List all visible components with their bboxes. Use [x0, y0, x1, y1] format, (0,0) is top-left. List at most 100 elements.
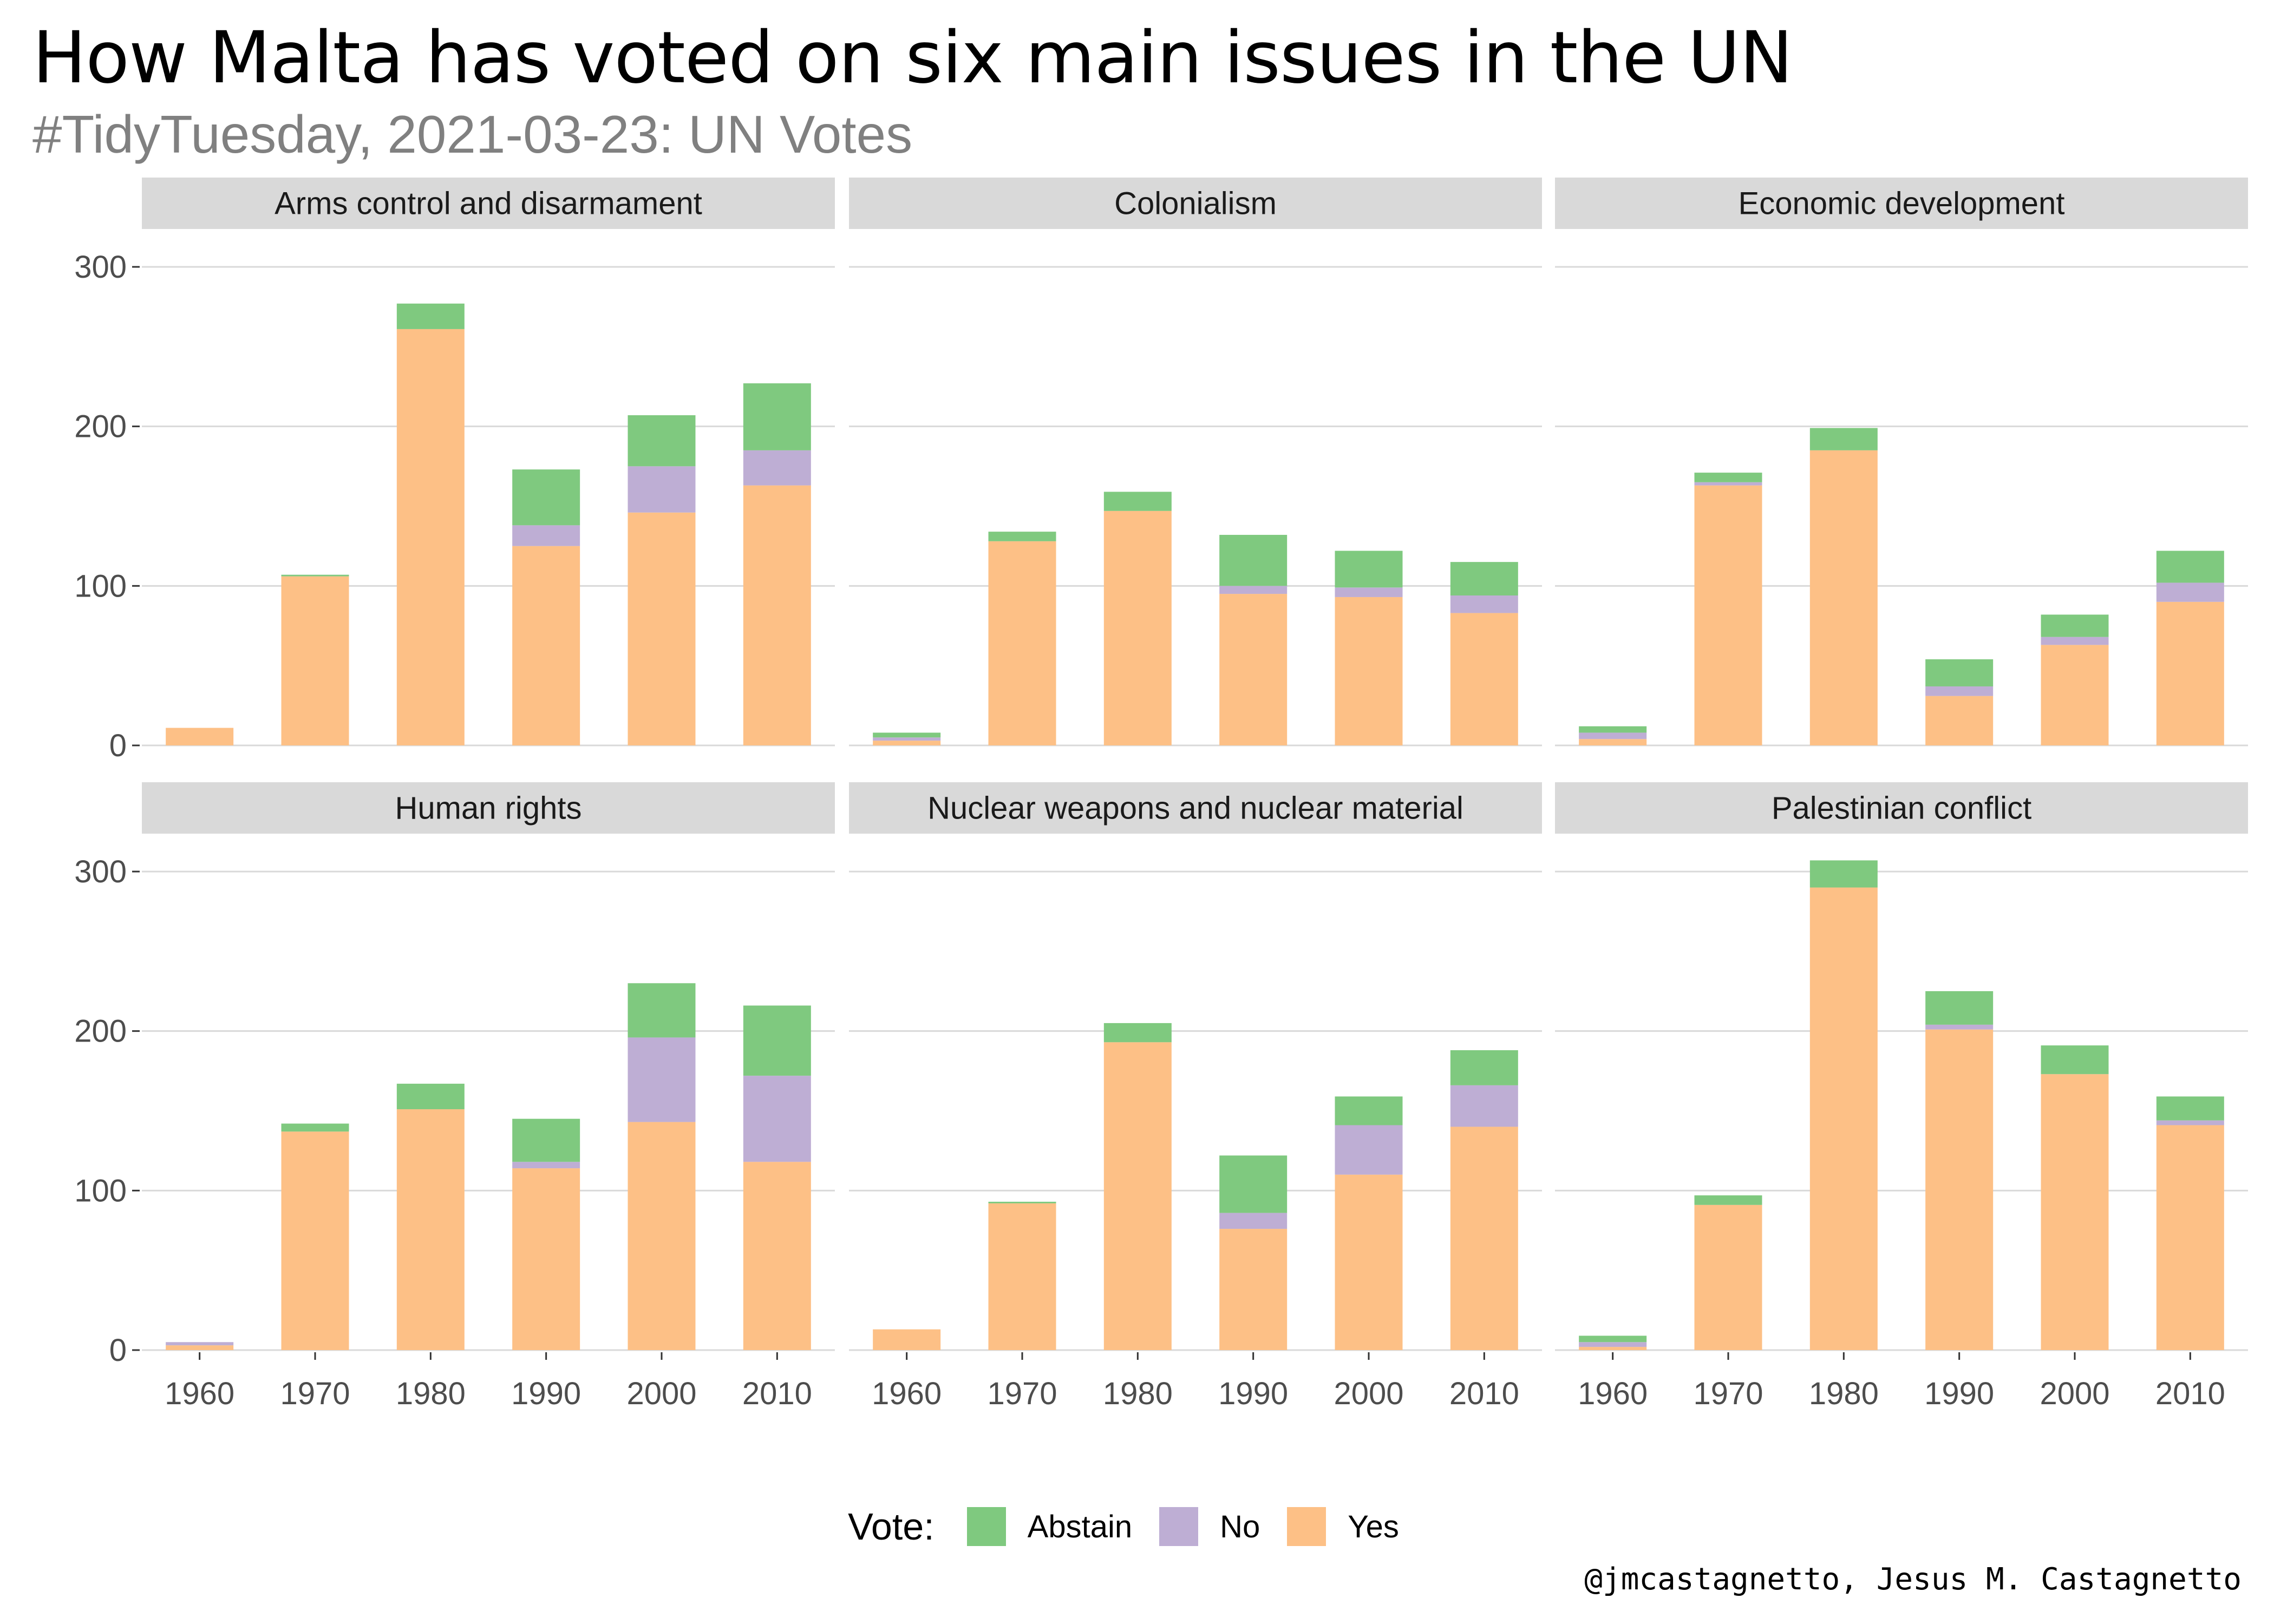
y-tick-label: 200 — [74, 1014, 127, 1049]
bar-economic-development-1990-no — [1925, 686, 1994, 696]
bar-economic-development-1970-no — [1694, 482, 1762, 486]
bar-economic-development-1970-yes — [1694, 485, 1762, 745]
legend-item-yes: Yes — [1287, 1507, 1399, 1546]
facet-panel-colonialism: Colonialism — [849, 178, 1542, 746]
bar-palestinian-conflict-1970-abstain — [1694, 1195, 1762, 1205]
bar-palestinian-conflict-1960-abstain — [1579, 1335, 1647, 1343]
x-tick-label-2010: 2010 — [1449, 1376, 1519, 1411]
bar-arms-control-and-disarmament-1970-yes — [281, 576, 349, 745]
facet-strip-label: Palestinian conflict — [1772, 791, 2031, 826]
bar-colonialism-1960-no — [873, 737, 941, 741]
bar-nuclear-weapons-and-nuclear-material-1970-yes — [988, 1203, 1056, 1350]
y-tick-label: 0 — [109, 728, 127, 763]
bar-arms-control-and-disarmament-1970-abstain — [281, 574, 349, 577]
facet-strip-label: Human rights — [395, 791, 582, 826]
bar-economic-development-2010-abstain — [2156, 551, 2224, 583]
bar-human-rights-1980-yes — [396, 1109, 465, 1350]
bar-colonialism-1970-abstain — [988, 532, 1056, 541]
legend-label-abstain: Abstain — [1027, 1509, 1133, 1544]
bar-colonialism-2010-abstain — [1450, 562, 1518, 596]
bar-human-rights-1960-yes — [166, 1345, 234, 1350]
bar-colonialism-2010-no — [1450, 595, 1518, 613]
bar-nuclear-weapons-and-nuclear-material-1980-yes — [1103, 1042, 1172, 1350]
facet-strip-label: Colonialism — [1114, 186, 1277, 221]
y-tick-label: 100 — [74, 568, 127, 604]
bar-nuclear-weapons-and-nuclear-material-1990-yes — [1219, 1229, 1288, 1350]
x-tick-label-1980: 1980 — [396, 1376, 466, 1411]
caption: @jmcastagnetto, Jesus M. Castagnetto — [1584, 1562, 2242, 1597]
bar-nuclear-weapons-and-nuclear-material-1960-yes — [873, 1329, 941, 1350]
bar-economic-development-1990-abstain — [1925, 659, 1994, 686]
x-tick-label-2010: 2010 — [2155, 1376, 2225, 1411]
legend-label-yes: Yes — [1348, 1509, 1399, 1544]
x-tick-label-1960: 1960 — [165, 1376, 234, 1411]
x-tick-label-2000: 2000 — [626, 1376, 696, 1411]
bar-economic-development-2000-no — [2041, 637, 2109, 645]
bar-arms-control-and-disarmament-1990-yes — [512, 546, 580, 745]
facet-panel-palestinian-conflict: Palestinian conflict 1960 1970 1980 1990 2000… — [1555, 782, 2248, 1411]
x-tick-label-1990: 1990 — [1218, 1376, 1288, 1411]
bar-colonialism-2000-abstain — [1335, 551, 1403, 588]
bar-human-rights-1990-no — [512, 1162, 580, 1169]
bar-arms-control-and-disarmament-2010-no — [743, 450, 811, 486]
bar-human-rights-2010-yes — [743, 1162, 811, 1350]
bar-arms-control-and-disarmament-1980-abstain — [396, 303, 465, 329]
bar-colonialism-1960-yes — [873, 741, 941, 745]
bar-nuclear-weapons-and-nuclear-material-2000-abstain — [1335, 1096, 1403, 1125]
bar-human-rights-1960-no — [166, 1342, 234, 1346]
facet-strip — [1555, 178, 2248, 229]
faceted-bar-chart: Arms control and disarmament 0 100 200 300 Co… — [74, 178, 2248, 1411]
bar-nuclear-weapons-and-nuclear-material-2010-no — [1450, 1085, 1518, 1127]
facet-strip — [142, 782, 835, 834]
facet-strip — [1555, 782, 2248, 834]
bar-colonialism-1990-abstain — [1219, 535, 1288, 586]
x-tick-label-2000: 2000 — [2040, 1376, 2109, 1411]
bar-nuclear-weapons-and-nuclear-material-1990-no — [1219, 1213, 1288, 1229]
y-tick-label: 0 — [109, 1333, 127, 1368]
legend-key-yes — [1287, 1507, 1327, 1546]
bar-arms-control-and-disarmament-1990-abstain — [512, 469, 580, 526]
bar-arms-control-and-disarmament-1960-yes — [166, 728, 234, 745]
bar-nuclear-weapons-and-nuclear-material-1980-abstain — [1103, 1023, 1172, 1043]
bar-palestinian-conflict-1990-no — [1925, 1024, 1994, 1030]
bar-human-rights-2000-no — [628, 1037, 696, 1122]
bar-economic-development-2010-yes — [2156, 601, 2224, 745]
x-tick-label-1970: 1970 — [987, 1376, 1057, 1411]
bar-economic-development-2000-abstain — [2041, 614, 2109, 637]
y-tick-label: 300 — [74, 854, 127, 889]
x-tick-label-2000: 2000 — [1334, 1376, 1403, 1411]
bar-palestinian-conflict-1970-yes — [1694, 1204, 1762, 1350]
bar-colonialism-2010-yes — [1450, 613, 1518, 745]
bar-economic-development-2010-no — [2156, 582, 2224, 602]
bar-economic-development-1960-abstain — [1579, 726, 1647, 733]
facet-strip — [849, 782, 1542, 834]
legend-label-no: No — [1220, 1509, 1260, 1544]
bar-human-rights-1980-abstain — [396, 1083, 465, 1110]
bar-human-rights-1990-yes — [512, 1168, 580, 1350]
x-tick-label-1970: 1970 — [280, 1376, 350, 1411]
bar-arms-control-and-disarmament-2000-yes — [628, 512, 696, 745]
y-tick-label: 200 — [74, 409, 127, 444]
bar-economic-development-1980-abstain — [1809, 428, 1878, 450]
bar-human-rights-1970-abstain — [281, 1123, 349, 1132]
bar-colonialism-1980-yes — [1103, 510, 1172, 745]
y-tick-label: 300 — [74, 250, 127, 285]
bar-arms-control-and-disarmament-1980-yes — [396, 329, 465, 745]
legend-item-no: No — [1159, 1507, 1260, 1546]
bar-nuclear-weapons-and-nuclear-material-2000-no — [1335, 1125, 1403, 1175]
bar-arms-control-and-disarmament-2000-abstain — [628, 415, 696, 467]
x-tick-label-1980: 1980 — [1809, 1376, 1879, 1411]
bar-human-rights-2010-no — [743, 1076, 811, 1162]
chart-subtitle: #TidyTuesday, 2021-03-23: UN Votes — [32, 104, 913, 164]
x-tick-label-2010: 2010 — [742, 1376, 812, 1411]
chart-title: How Malta has voted on six main issues i… — [32, 16, 1793, 100]
bar-colonialism-1980-abstain — [1103, 492, 1172, 511]
bar-colonialism-1990-no — [1219, 586, 1288, 594]
bar-palestinian-conflict-2010-yes — [2156, 1125, 2224, 1350]
bar-palestinian-conflict-2000-yes — [2041, 1074, 2109, 1350]
bar-human-rights-2000-abstain — [628, 983, 696, 1038]
legend-key-abstain — [966, 1507, 1006, 1546]
facet-strip-label: Economic development — [1739, 186, 2065, 221]
x-tick-label-1960: 1960 — [872, 1376, 942, 1411]
legend: Vote: Abstain No Yes — [0, 1494, 2274, 1559]
